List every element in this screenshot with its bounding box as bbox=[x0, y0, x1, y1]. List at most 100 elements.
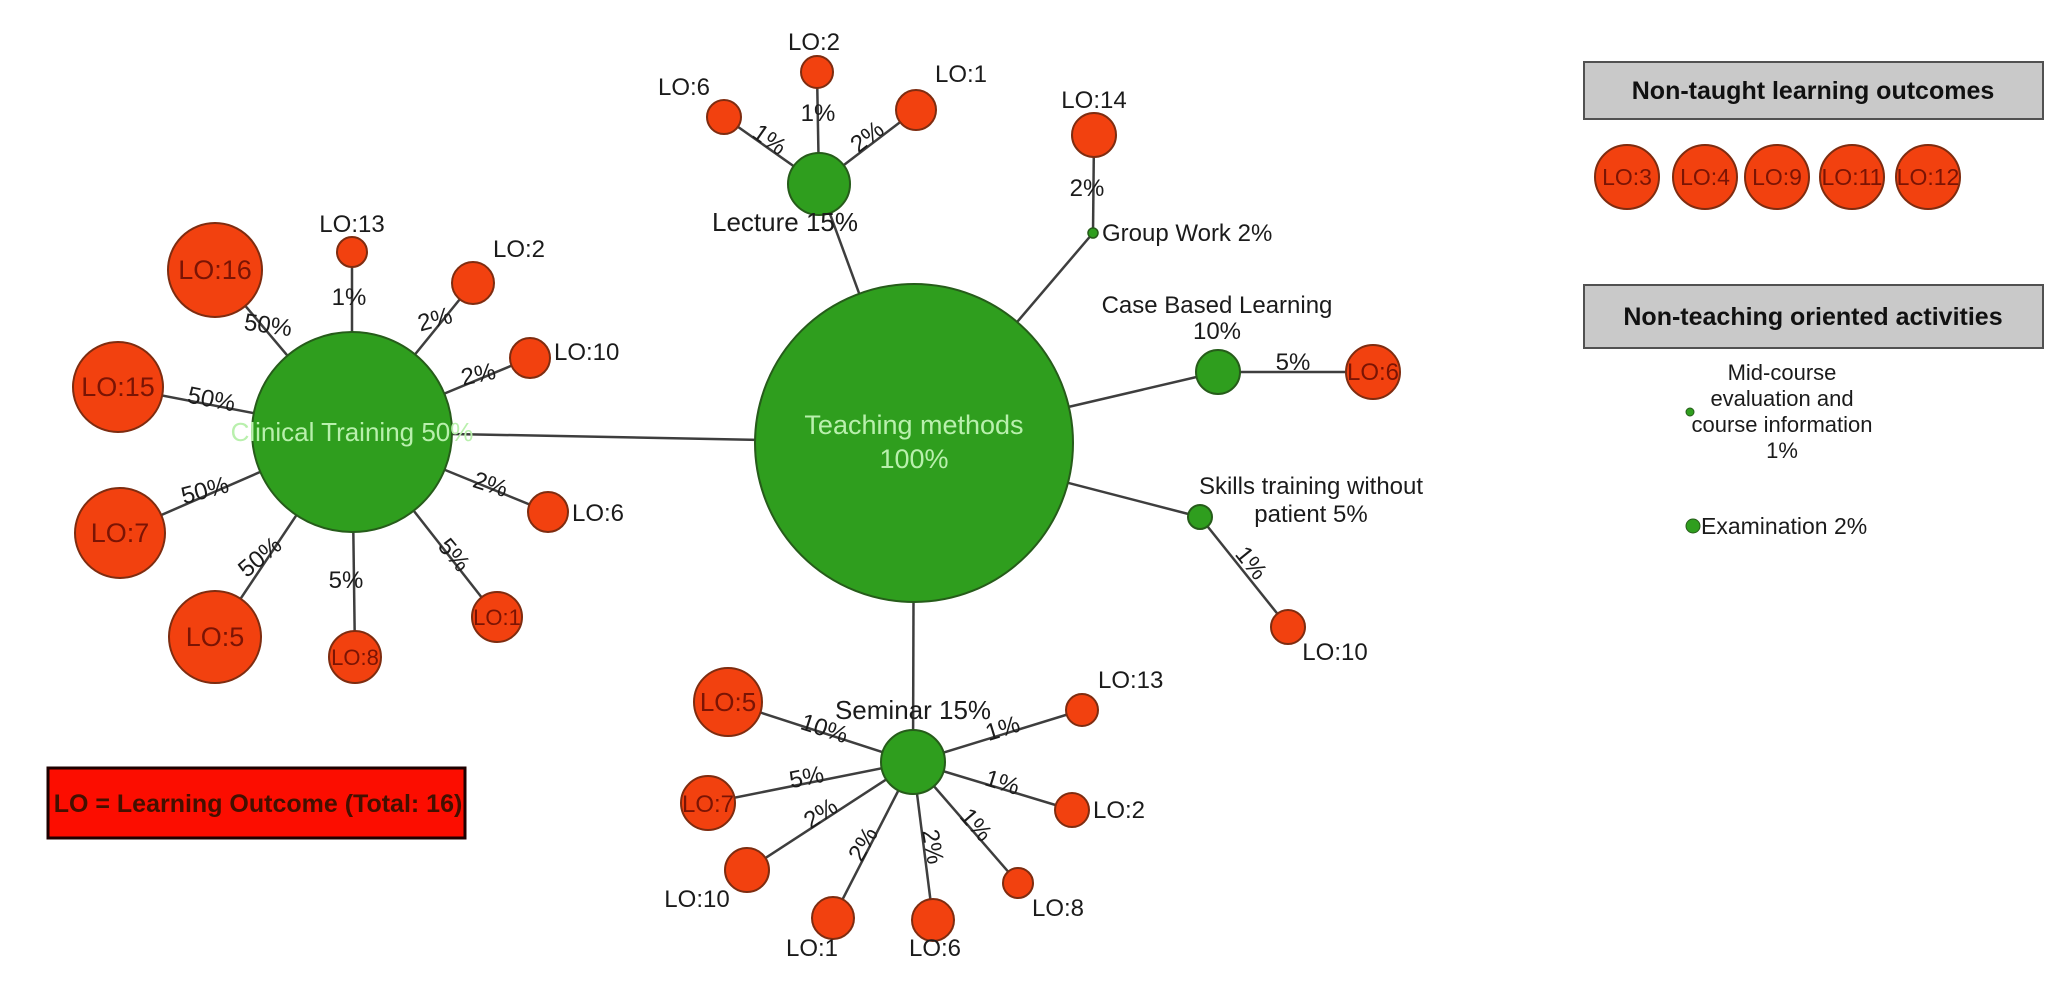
node-c8-outcome-circle bbox=[328, 630, 382, 684]
edge-label-lecture-l1: 2% bbox=[845, 116, 889, 159]
node-label-c1: LO:1 bbox=[473, 605, 521, 630]
examination-dot bbox=[1685, 518, 1701, 534]
examination-label: Examination 2% bbox=[1701, 513, 1867, 539]
node-label-nt12: LO:12 bbox=[1897, 164, 1960, 190]
non-teaching-header-title: Non-teaching oriented activities bbox=[1623, 303, 2002, 331]
node-c1-outcome-circle bbox=[471, 591, 523, 643]
node-skills-method-circle bbox=[1187, 504, 1213, 530]
lo-legend-text: LO = Learning Outcome (Total: 16) bbox=[54, 790, 463, 818]
node-cbl6-outcome-circle bbox=[1345, 344, 1401, 400]
edge-label-lecture-l6: 1% bbox=[747, 119, 791, 161]
node-label-l6: LO:6 bbox=[658, 74, 710, 101]
node-label-nt9: LO:9 bbox=[1752, 164, 1802, 190]
edge-label-clinical-c10: 2% bbox=[459, 358, 499, 392]
lo-legend-box bbox=[46, 766, 467, 840]
node-s5-outcome-circle bbox=[693, 667, 763, 737]
edge-label-seminar-s8: 1% bbox=[954, 803, 997, 847]
edge-label-clinical-c2: 2% bbox=[415, 302, 455, 337]
node-s6-outcome-circle bbox=[911, 898, 955, 942]
edge-label-seminar-s10: 2% bbox=[799, 793, 843, 835]
edge-seminar-s7 bbox=[707, 760, 914, 805]
node-s8-outcome-circle bbox=[1002, 867, 1034, 899]
node-label-c15: LO:15 bbox=[81, 372, 155, 402]
non-teaching-header-box bbox=[1583, 284, 2044, 349]
node-c15-outcome-circle bbox=[72, 341, 164, 433]
node-s10-outcome-circle bbox=[724, 847, 770, 893]
node-label-skills: Skills training without patient 5% bbox=[1199, 473, 1423, 528]
edge-label-lecture-l2: 1% bbox=[801, 100, 836, 127]
node-gw-method-circle bbox=[1087, 227, 1099, 239]
node-label-lecture: Lecture 15% bbox=[712, 207, 858, 237]
node-label-c7: LO:7 bbox=[91, 518, 150, 548]
node-l1-outcome-circle bbox=[895, 89, 937, 131]
node-label-s1: LO:1 bbox=[786, 935, 838, 962]
node-label-s2: LO:2 bbox=[1093, 797, 1145, 824]
node-label-s8: LO:8 bbox=[1032, 895, 1084, 922]
node-nt11-outcome-circle bbox=[1819, 144, 1885, 210]
edge-label-cbl-cbl6: 5% bbox=[1276, 349, 1311, 376]
node-label-sk10: LO:10 bbox=[1302, 639, 1367, 666]
node-label-cbl6: LO:6 bbox=[1347, 359, 1399, 386]
non-taught-header-title: Non-taught learning outcomes bbox=[1632, 77, 1995, 105]
edge-label-seminar-s7: 5% bbox=[787, 761, 826, 794]
node-label-gw: Group Work 2% bbox=[1102, 220, 1272, 247]
node-label-c2: LO:2 bbox=[493, 236, 545, 263]
edge-label-skills-sk10: 1% bbox=[1229, 541, 1272, 585]
node-c7-outcome-circle bbox=[74, 487, 166, 579]
node-sk10-outcome-circle bbox=[1270, 609, 1306, 645]
node-l2-outcome-circle bbox=[800, 55, 834, 89]
node-c6-outcome-circle bbox=[527, 491, 569, 533]
node-label-s5: LO:5 bbox=[700, 687, 756, 717]
edge-seminar-s10 bbox=[746, 760, 914, 872]
edge-label-clinical-c16: 50% bbox=[242, 309, 293, 342]
node-label-l1: LO:1 bbox=[935, 61, 987, 88]
node-c13-outcome-circle bbox=[336, 236, 368, 268]
edge-label-clinical-c13: 1% bbox=[332, 284, 367, 311]
node-label-c13: LO:13 bbox=[319, 211, 384, 238]
node-label-cbl: Case Based Learning 10% bbox=[1102, 292, 1333, 345]
edge-label-clinical-c6: 2% bbox=[470, 467, 511, 503]
edge-label-seminar-s6: 2% bbox=[916, 827, 949, 866]
node-clinical-method-circle bbox=[251, 331, 453, 533]
edge-label-clinical-c8: 5% bbox=[329, 567, 364, 594]
edge-label-gw-lo14: 2% bbox=[1070, 175, 1105, 202]
node-label-s7: LO:7 bbox=[682, 791, 734, 818]
node-s2-outcome-circle bbox=[1054, 792, 1090, 828]
node-lecture-method-circle bbox=[787, 152, 851, 216]
node-label-s10: LO:10 bbox=[664, 886, 729, 913]
edge-label-clinical-c7: 50% bbox=[178, 471, 231, 510]
node-s7-outcome-circle bbox=[680, 775, 736, 831]
node-label-s6: LO:6 bbox=[909, 935, 961, 962]
node-nt12-outcome-circle bbox=[1895, 144, 1961, 210]
node-label-teaching: Teaching methods 100% bbox=[804, 410, 1023, 474]
node-label-c8: LO:8 bbox=[331, 645, 379, 670]
node-label-c16: LO:16 bbox=[178, 255, 252, 285]
edge-label-clinical-c1: 5% bbox=[432, 533, 475, 577]
node-c16-outcome-circle bbox=[167, 222, 263, 318]
node-c2-outcome-circle bbox=[451, 261, 495, 305]
node-label-c10: LO:10 bbox=[554, 339, 619, 366]
mid-course-evaluation-label: Mid-course evaluation and course informati… bbox=[1692, 360, 1873, 463]
edge-label-seminar-s2: 1% bbox=[982, 765, 1023, 801]
node-label-nt11: LO:11 bbox=[1822, 164, 1883, 190]
node-c5-outcome-circle bbox=[168, 590, 262, 684]
edge-label-clinical-c15: 50% bbox=[185, 382, 237, 418]
node-seminar-method-circle bbox=[880, 729, 946, 795]
node-s13-outcome-circle bbox=[1065, 693, 1099, 727]
mid-course-evaluation-dot bbox=[1685, 407, 1695, 417]
node-s1-outcome-circle bbox=[811, 896, 855, 940]
node-label-lo14: LO:14 bbox=[1061, 87, 1126, 114]
non-taught-header-box bbox=[1583, 61, 2044, 120]
node-nt9-outcome-circle bbox=[1744, 144, 1810, 210]
edge-skills-sk10 bbox=[1199, 516, 1289, 628]
node-cbl-method-circle bbox=[1195, 349, 1241, 395]
node-nt4-outcome-circle bbox=[1672, 144, 1738, 210]
node-label-l2: LO:2 bbox=[788, 29, 840, 56]
node-label-c5: LO:5 bbox=[186, 622, 245, 652]
node-c10-outcome-circle bbox=[509, 337, 551, 379]
node-label-seminar: Seminar 15% bbox=[835, 695, 991, 725]
node-label-nt4: LO:4 bbox=[1680, 164, 1730, 190]
node-label-c6: LO:6 bbox=[572, 500, 624, 527]
